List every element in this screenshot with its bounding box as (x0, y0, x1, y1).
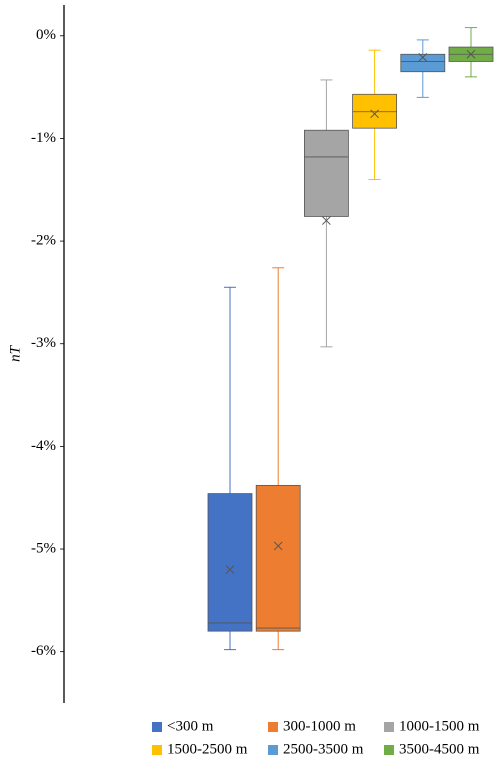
box (207, 493, 253, 632)
box (303, 129, 349, 217)
box (400, 53, 446, 73)
legend-label: 3500-4500 m (399, 741, 480, 757)
mean-stroke (418, 52, 428, 62)
legend-label: <300 m (167, 718, 214, 734)
mean-marker (466, 49, 476, 59)
mean-stroke (322, 216, 331, 225)
legend-label: 2500-3500 m (283, 741, 364, 757)
y-tick-label: -2% (31, 233, 56, 249)
mean-marker (273, 541, 283, 551)
legend-swatch (268, 745, 278, 755)
box (352, 93, 398, 129)
legend-swatch (268, 722, 278, 732)
mean-stroke (370, 109, 379, 119)
mean-stroke (225, 565, 235, 574)
y-axis-label: nT (7, 344, 23, 362)
legend-label: 300-1000 m (283, 718, 356, 734)
box (255, 484, 301, 632)
y-tick-label: -6% (31, 643, 56, 659)
legend-label: 1500-2500 m (167, 741, 248, 757)
y-tick-label: -3% (31, 335, 56, 351)
mean-stroke (466, 49, 476, 59)
legend-swatch (152, 745, 162, 755)
mean-marker (418, 52, 428, 62)
mean-stroke (273, 541, 283, 551)
mean-marker (322, 216, 331, 225)
mean-marker (370, 109, 379, 119)
legend-swatch (152, 722, 162, 732)
y-tick-label: -4% (31, 438, 56, 454)
y-tick-label: -1% (31, 130, 56, 146)
mean-marker (225, 565, 235, 574)
legend-label: 1000-1500 m (399, 718, 480, 734)
y-tick-label: -5% (31, 540, 56, 556)
y-tick-label: 0% (36, 27, 56, 43)
legend-swatch (384, 722, 394, 732)
legend-swatch (384, 745, 394, 755)
